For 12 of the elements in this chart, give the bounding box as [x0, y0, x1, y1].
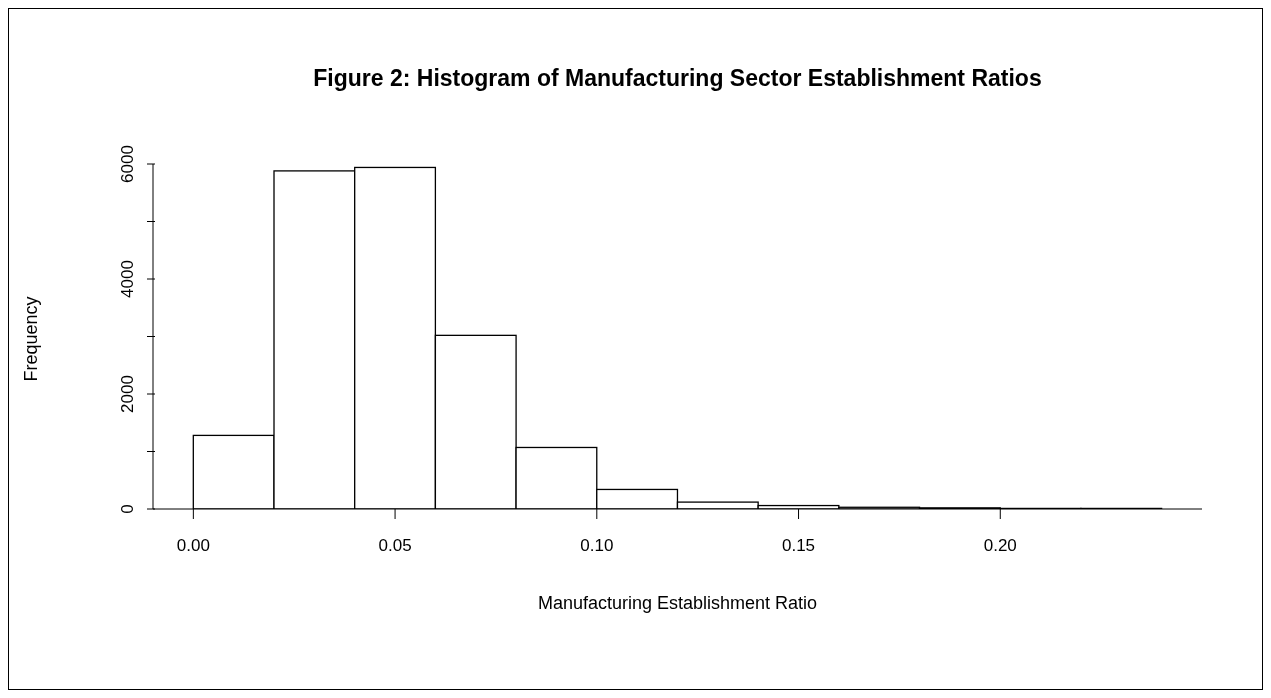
- chart-title: Figure 2: Histogram of Manufacturing Sector Establishment Ratios: [312, 65, 1043, 92]
- x-tick-label: 0.15: [781, 536, 816, 555]
- y-tick-label: 2000: [118, 375, 137, 413]
- x-tick-label: 0.20: [983, 536, 1017, 555]
- x-axis-title: Manufacturing Establishment Ratio: [536, 593, 819, 614]
- x-tick-label: 0.10: [580, 536, 614, 555]
- y-tick-label: 0: [118, 504, 137, 514]
- x-tick-label: 0.05: [378, 536, 412, 555]
- x-tick-label: 0.00: [176, 536, 210, 555]
- y-tick-label: 4000: [118, 260, 137, 298]
- y-axis-title: Frequency: [20, 296, 42, 382]
- y-tick-label: 6000: [118, 145, 137, 183]
